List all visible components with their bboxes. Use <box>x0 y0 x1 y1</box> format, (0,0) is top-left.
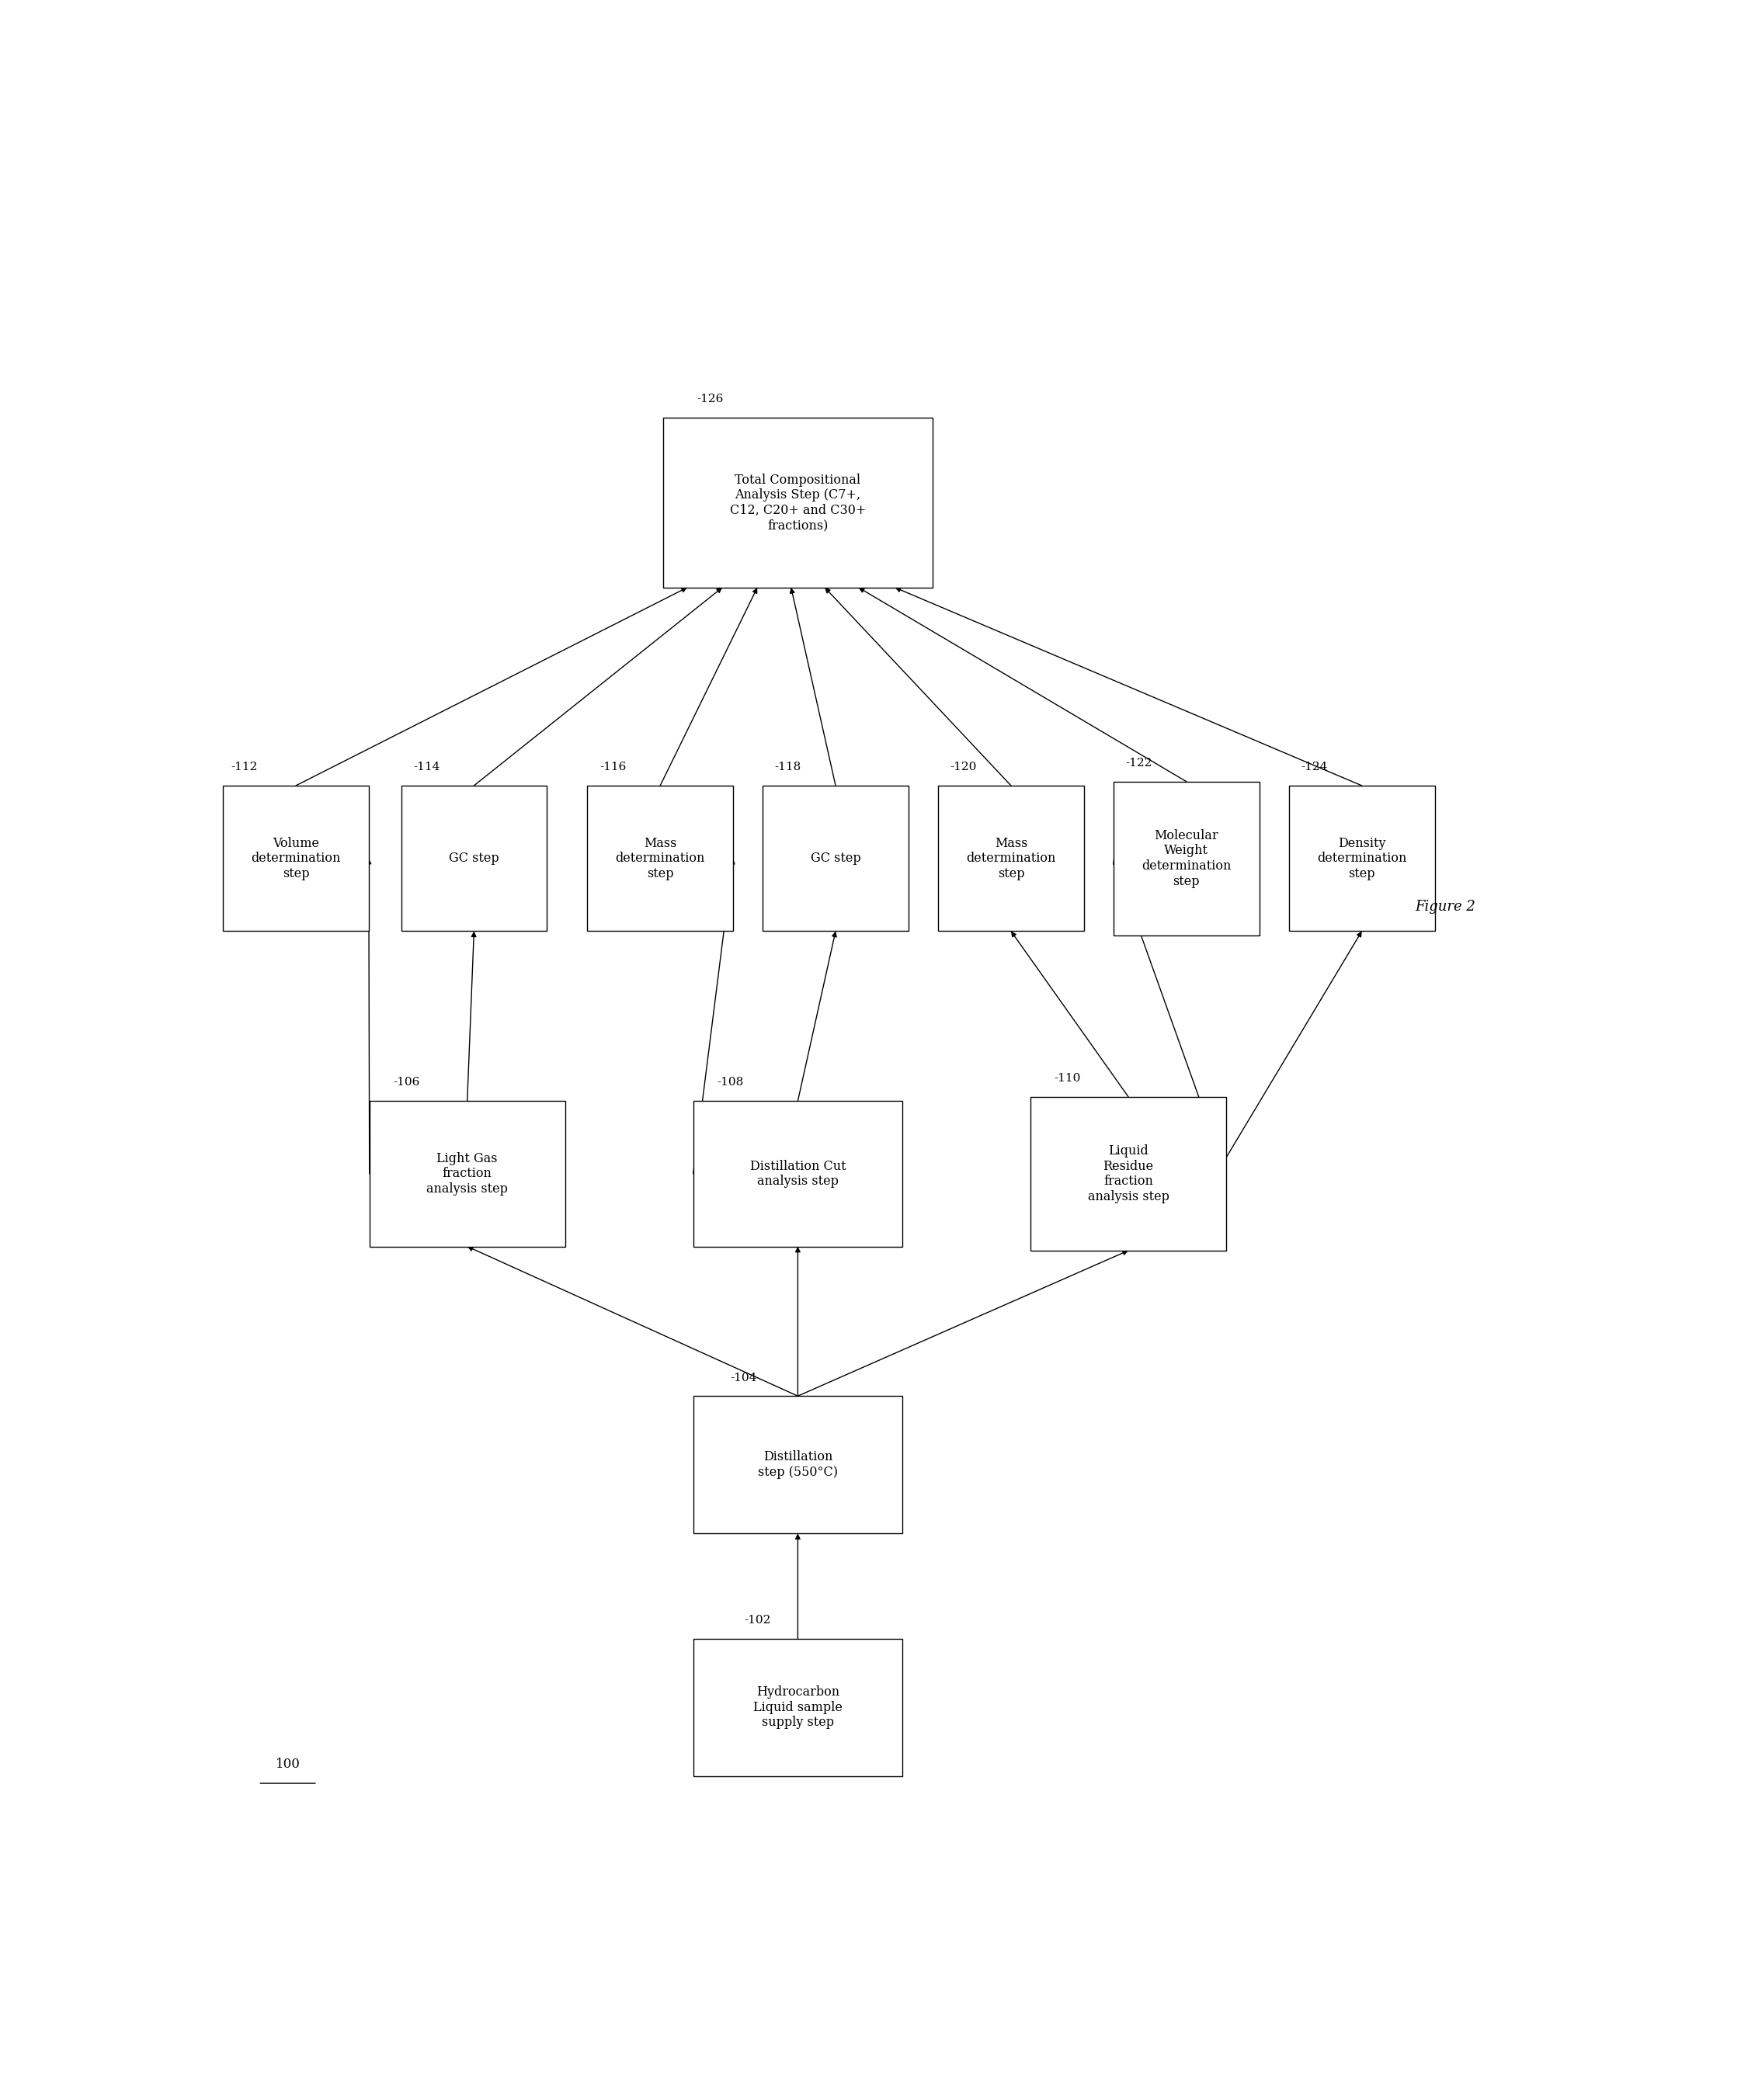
Text: -120: -120 <box>951 762 977 773</box>
Text: -118: -118 <box>775 762 801 773</box>
Text: Volume
determination
step: Volume determination step <box>251 836 341 880</box>
Text: GC step: GC step <box>811 853 860 865</box>
Text: -104: -104 <box>731 1371 757 1384</box>
Text: -122: -122 <box>1126 758 1153 769</box>
Text: -112: -112 <box>232 762 258 773</box>
FancyBboxPatch shape <box>693 1100 902 1247</box>
FancyBboxPatch shape <box>938 785 1085 930</box>
Text: -108: -108 <box>717 1077 743 1088</box>
FancyBboxPatch shape <box>587 785 733 930</box>
FancyBboxPatch shape <box>663 418 933 588</box>
FancyBboxPatch shape <box>1288 785 1435 930</box>
Text: -106: -106 <box>393 1077 420 1088</box>
FancyBboxPatch shape <box>400 785 547 930</box>
Text: Mass
determination
step: Mass determination step <box>615 836 705 880</box>
Text: -124: -124 <box>1301 762 1328 773</box>
Text: Molecular
Weight
determination
step: Molecular Weight determination step <box>1142 830 1231 888</box>
Text: 100: 100 <box>275 1758 299 1770</box>
FancyBboxPatch shape <box>763 785 909 930</box>
Text: -102: -102 <box>743 1615 771 1625</box>
Text: -116: -116 <box>599 762 627 773</box>
FancyBboxPatch shape <box>223 785 369 930</box>
Text: Liquid
Residue
fraction
analysis step: Liquid Residue fraction analysis step <box>1088 1144 1170 1203</box>
FancyBboxPatch shape <box>693 1638 902 1777</box>
Text: -126: -126 <box>696 395 723 405</box>
Text: Light Gas
fraction
analysis step: Light Gas fraction analysis step <box>427 1153 508 1195</box>
Text: Density
determination
step: Density determination step <box>1316 836 1407 880</box>
Text: Figure 2: Figure 2 <box>1415 901 1476 913</box>
FancyBboxPatch shape <box>1114 781 1259 934</box>
Text: Total Compositional
Analysis Step (C7+,
C12, C20+ and C30+
fractions): Total Compositional Analysis Step (C7+, … <box>729 472 865 531</box>
Text: Distillation Cut
analysis step: Distillation Cut analysis step <box>750 1159 846 1189</box>
FancyBboxPatch shape <box>1031 1096 1226 1249</box>
Text: -110: -110 <box>1055 1073 1081 1084</box>
Text: Mass
determination
step: Mass determination step <box>966 836 1055 880</box>
FancyBboxPatch shape <box>369 1100 566 1247</box>
Text: GC step: GC step <box>449 853 500 865</box>
FancyBboxPatch shape <box>693 1396 902 1533</box>
Text: -114: -114 <box>413 762 440 773</box>
Text: Hydrocarbon
Liquid sample
supply step: Hydrocarbon Liquid sample supply step <box>754 1686 843 1728</box>
Text: Distillation
step (550°C): Distillation step (550°C) <box>757 1451 837 1478</box>
